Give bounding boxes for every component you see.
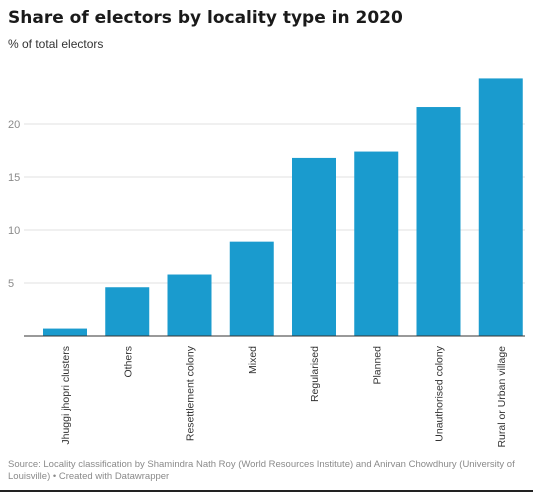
x-tick-label-2: Resettlement colony: [185, 345, 197, 441]
y-tick-label-15: 15: [8, 172, 20, 184]
x-tick-label-1: Others: [122, 346, 134, 378]
bar-4: [292, 157, 336, 336]
bar-chart: 5 10 15 20 Jhuggi jhopri clusters Others Reset…: [8, 78, 525, 448]
source-note: Source: Locality classification by Shami…: [8, 459, 515, 482]
x-tick-label-7: Rural or Urban village: [496, 346, 508, 448]
bar-0: [43, 328, 87, 336]
x-tick-label-5: Planned: [371, 346, 383, 385]
bar-5: [354, 151, 399, 336]
x-tick-label-4: Regularised: [309, 346, 321, 402]
x-tick-label-3: Mixed: [247, 346, 259, 374]
bar-7: [478, 78, 523, 337]
x-tick-label-0: Jhuggi jhopri clusters: [60, 346, 72, 445]
bar-2: [167, 274, 212, 336]
y-tick-label-10: 10: [8, 225, 20, 237]
bar-3: [229, 241, 274, 336]
chart-title: Share of electors by locality type in 20…: [8, 8, 403, 28]
bar-6: [416, 107, 461, 336]
x-tick-label-6: Unauthorised colony: [434, 345, 446, 441]
chart-subtitle: % of total electors: [8, 37, 104, 51]
bottom-rule: [0, 490, 533, 492]
y-tick-label-20: 20: [8, 119, 20, 131]
y-tick-label-5: 5: [8, 278, 14, 290]
bar-1: [105, 287, 150, 336]
